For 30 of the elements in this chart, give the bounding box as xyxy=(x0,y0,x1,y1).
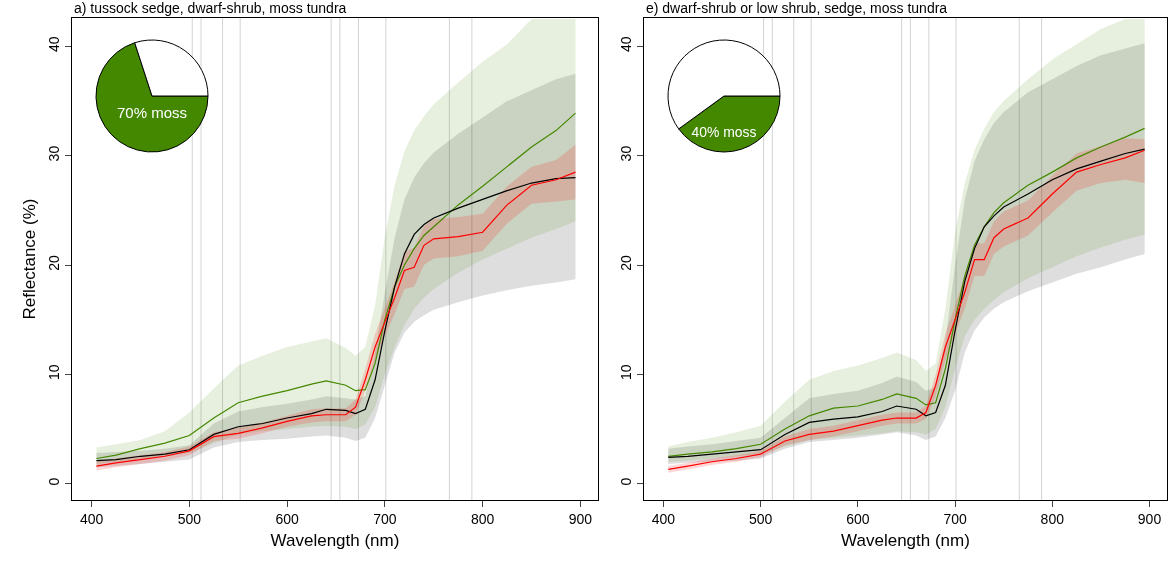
x-tick-label: 800 xyxy=(1040,510,1065,527)
pie-slice xyxy=(95,42,209,153)
x-tick-label: 500 xyxy=(748,510,773,527)
y-tick-label: 40 xyxy=(618,36,635,53)
x-tick-label: 400 xyxy=(79,510,104,527)
x-tick-label: 700 xyxy=(943,510,967,527)
y-tick-label: 0 xyxy=(46,477,63,486)
x-tick-label: 600 xyxy=(846,510,870,527)
y-tick-label: 10 xyxy=(618,364,635,380)
y-tick-label: 30 xyxy=(46,145,63,162)
y-tick-label: 40 xyxy=(46,36,63,53)
y-tick-label: 30 xyxy=(618,145,635,162)
x-axis-title: Wavelength (nm) xyxy=(841,531,970,551)
x-tick-label: 800 xyxy=(470,510,495,527)
chart-title: e) dwarf-shrub or low shrub, sedge, moss tundra xyxy=(646,0,948,16)
x-tick-label: 900 xyxy=(568,510,593,527)
y-tick-label: 20 xyxy=(618,254,635,271)
x-tick-label: 400 xyxy=(651,510,676,527)
y-tick-label: 10 xyxy=(46,364,63,380)
y-tick-label: 0 xyxy=(618,477,635,486)
x-tick-label: 900 xyxy=(1137,510,1162,527)
y-tick-label: 20 xyxy=(46,254,63,271)
x-tick-label: 500 xyxy=(177,510,202,527)
chart-title: a) tussock sedge, dwarf-shrub, moss tundra xyxy=(74,0,347,16)
x-tick-label: 600 xyxy=(275,510,299,527)
x-tick-label: 700 xyxy=(373,510,397,527)
x-axis-title: Wavelength (nm) xyxy=(270,531,400,551)
slice-label: 40% moss xyxy=(691,123,757,140)
slice-label: 70% moss xyxy=(116,103,188,121)
y-axis-title: Reflectance (%) xyxy=(19,198,39,320)
